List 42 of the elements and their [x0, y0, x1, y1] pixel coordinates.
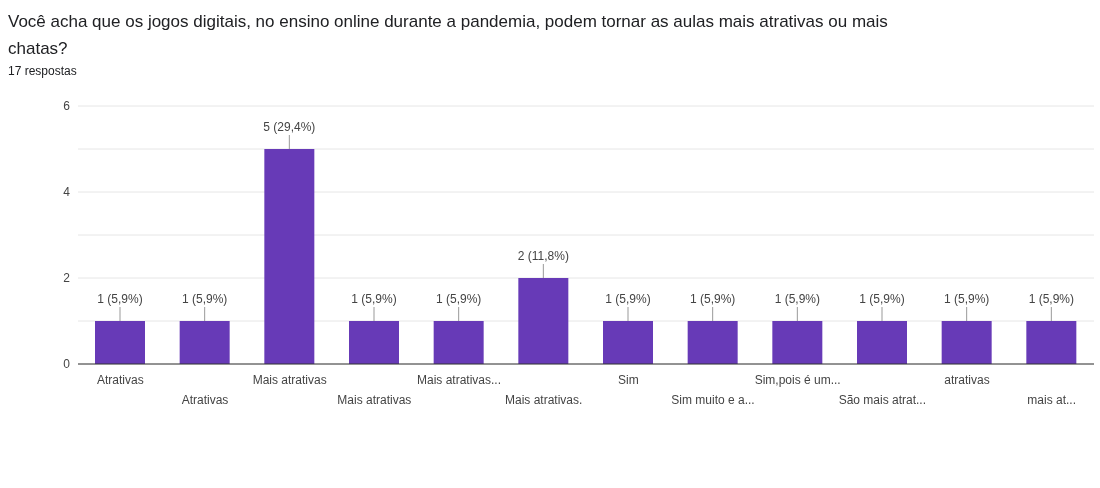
x-tick-label: Mais atrativas	[337, 393, 412, 407]
data-label: 2 (11,8%)	[517, 249, 569, 263]
data-label: 5 (29,4%)	[263, 120, 316, 134]
bar	[179, 321, 230, 364]
x-tick-label: São mais atrat...	[838, 393, 927, 407]
x-tick-label: Mais atrativas...	[416, 373, 502, 387]
bar	[1026, 321, 1077, 364]
data-label: 1 (5,9%)	[1028, 292, 1075, 306]
x-tick-label: Atrativas	[181, 393, 229, 407]
x-tick-label: mais at...	[1027, 393, 1077, 407]
bar	[687, 321, 738, 364]
x-tick-label: Sim,pois é um...	[754, 373, 841, 387]
bar	[433, 321, 484, 364]
data-label: 1 (5,9%)	[181, 292, 228, 306]
bar	[518, 278, 569, 364]
data-label: 1 (5,9%)	[605, 292, 651, 306]
x-tick-label: Sim muito e a...	[671, 393, 755, 407]
bar	[349, 321, 399, 364]
chart-subtitle: 17 respostas	[8, 64, 78, 78]
bar	[603, 321, 653, 364]
data-label: 1 (5,9%)	[689, 292, 736, 306]
x-tick-label: Sim	[618, 373, 639, 387]
data-label: 1 (5,9%)	[97, 292, 143, 306]
y-tick-label: 2	[63, 271, 71, 286]
data-label: 1 (5,9%)	[351, 292, 397, 306]
y-tick-label: 4	[63, 185, 71, 200]
data-label: 1 (5,9%)	[859, 292, 905, 306]
x-tick-label: Mais atrativas	[252, 373, 327, 387]
x-tick-label: atrativas	[944, 373, 990, 387]
y-tick-label: 0	[63, 357, 71, 372]
y-tick-label: 6	[63, 99, 71, 114]
data-label: 1 (5,9%)	[774, 292, 821, 306]
chart-title: Você acha que os jogos digitais, no ensino online durante a pandemia, podem tornar as aulas mais atrativas ou mais chatas?	[8, 11, 888, 60]
bar	[772, 321, 823, 364]
x-tick-label: Mais atrativas.	[504, 393, 583, 407]
data-label: 1 (5,9%)	[435, 292, 482, 306]
bar	[95, 321, 145, 364]
x-tick-label: Atrativas	[96, 373, 144, 387]
data-label: 1 (5,9%)	[943, 292, 990, 306]
bar	[264, 149, 315, 364]
bar	[941, 321, 992, 364]
bar	[857, 321, 907, 364]
